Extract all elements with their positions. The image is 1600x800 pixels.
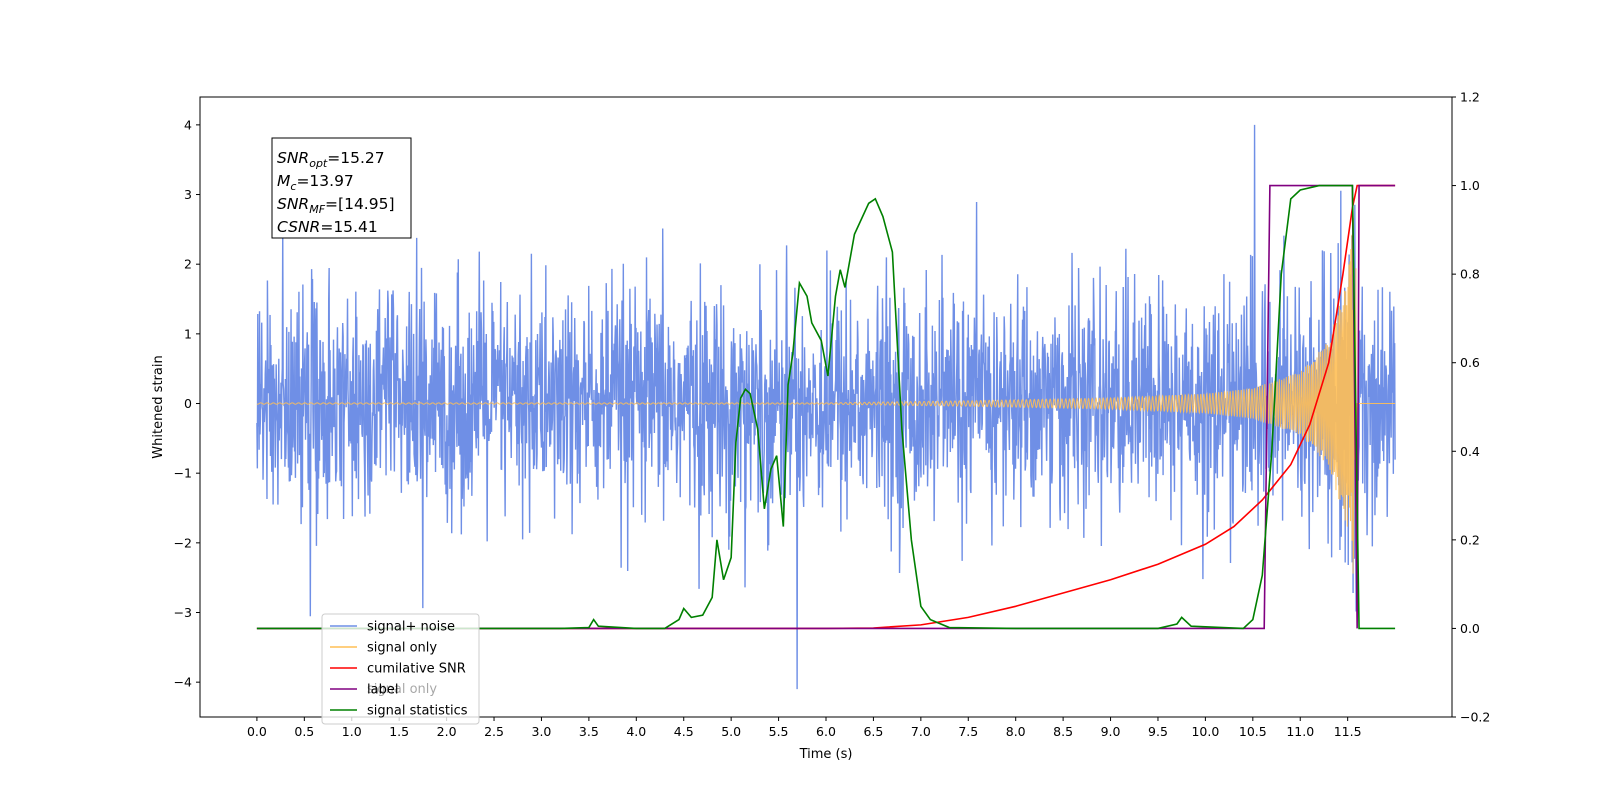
legend-label: signal statistics bbox=[367, 704, 468, 719]
series-signal-statistics bbox=[256, 184, 1396, 630]
x-tick-label: 1.5 bbox=[389, 724, 409, 739]
x-tick-label: 3.5 bbox=[579, 724, 599, 739]
x-tick-label: 1.0 bbox=[342, 724, 362, 739]
y-tick-label: 3 bbox=[184, 187, 192, 202]
x-tick-label: 0.0 bbox=[247, 724, 267, 739]
y-tick-label: −3 bbox=[174, 605, 192, 620]
y2-tick-label: 1.0 bbox=[1460, 178, 1480, 193]
x-tick-label: 5.0 bbox=[721, 724, 741, 739]
y2-tick-label: 0.0 bbox=[1460, 621, 1480, 636]
y-axis-right: 1.2 1.0 0.8 0.6 0.4 0.2 0.0 −0.2 bbox=[1452, 90, 1490, 725]
annotation-snr-mf: SNRMF=[14.95] bbox=[277, 195, 395, 216]
legend-hidden-text: signal only bbox=[367, 682, 437, 697]
x-tick-label: 9.0 bbox=[1101, 724, 1121, 739]
x-tick-label: 5.5 bbox=[769, 724, 789, 739]
legend: signal only signal+ noise signal only cumi… bbox=[321, 613, 480, 725]
x-tick-label: 7.5 bbox=[958, 724, 978, 739]
y-axis-label: Whitened strain bbox=[151, 355, 166, 458]
x-axis-label: Time (s) bbox=[799, 747, 853, 762]
y-tick-label: 4 bbox=[184, 117, 192, 132]
x-tick-label: 11.0 bbox=[1286, 724, 1314, 739]
y2-tick-label: 0.6 bbox=[1460, 355, 1480, 370]
x-tick-label: 6.5 bbox=[863, 724, 883, 739]
series-signal-only bbox=[256, 217, 1396, 574]
x-tick-label: 8.5 bbox=[1053, 724, 1073, 739]
x-tick-label: 9.5 bbox=[1148, 724, 1168, 739]
x-tick-label: 6.0 bbox=[816, 724, 836, 739]
y2-tick-label: 0.4 bbox=[1460, 444, 1480, 459]
y2-tick-label: −0.2 bbox=[1460, 710, 1490, 725]
y-tick-label: 0 bbox=[184, 396, 192, 411]
annotation-snr-opt: SNRopt=15.27 bbox=[277, 149, 385, 170]
x-tick-label: 10.0 bbox=[1191, 724, 1219, 739]
annotation-box: SNRopt=15.27 Mc=13.97 SNRMF=[14.95] CSNR… bbox=[271, 137, 412, 239]
y-tick-label: 2 bbox=[184, 257, 192, 272]
legend-label: cumilative SNR bbox=[367, 662, 466, 677]
annotation-frame bbox=[271, 137, 412, 239]
y2-tick-label: 0.8 bbox=[1460, 267, 1480, 282]
y-tick-label: −4 bbox=[174, 675, 192, 690]
x-tick-label: 0.5 bbox=[294, 724, 314, 739]
y-axis-left: 4 3 2 1 0 −1 −2 −3 −4 bbox=[174, 117, 200, 690]
x-tick-label: 4.0 bbox=[626, 724, 646, 739]
legend-frame bbox=[321, 613, 480, 725]
x-tick-label: 8.0 bbox=[1006, 724, 1026, 739]
x-tick-label: 7.0 bbox=[911, 724, 931, 739]
y-tick-label: −1 bbox=[174, 466, 192, 481]
annotation-csnr: CSNR=15.41 bbox=[277, 218, 378, 236]
x-tick-label: 3.0 bbox=[532, 724, 552, 739]
x-tick-label: 11.5 bbox=[1334, 724, 1362, 739]
x-tick-label: 2.5 bbox=[484, 724, 504, 739]
x-tick-label: 4.5 bbox=[674, 724, 694, 739]
y2-tick-label: 0.2 bbox=[1460, 532, 1480, 547]
series-signal-noise bbox=[256, 124, 1396, 690]
series-cumulative-snr bbox=[256, 184, 1396, 630]
legend-label: signal only bbox=[367, 641, 437, 656]
plot-area bbox=[256, 124, 1396, 690]
annotation-mc: Mc=13.97 bbox=[277, 172, 354, 193]
y2-tick-label: 1.2 bbox=[1460, 90, 1480, 105]
y-tick-label: −2 bbox=[174, 535, 192, 550]
legend-items: signal+ noise signal only cumilative SNR la… bbox=[330, 620, 468, 719]
legend-label: label bbox=[367, 683, 398, 698]
x-tick-label: 10.5 bbox=[1239, 724, 1267, 739]
x-tick-label: 2.0 bbox=[437, 724, 457, 739]
legend-label: signal+ noise bbox=[367, 620, 455, 635]
x-axis: 0.0 0.5 1.0 1.5 2.0 2.5 3.0 3.5 4.0 4.5 5.0 5.5 6.0 6… bbox=[247, 717, 1362, 739]
y-tick-label: 1 bbox=[184, 326, 192, 341]
